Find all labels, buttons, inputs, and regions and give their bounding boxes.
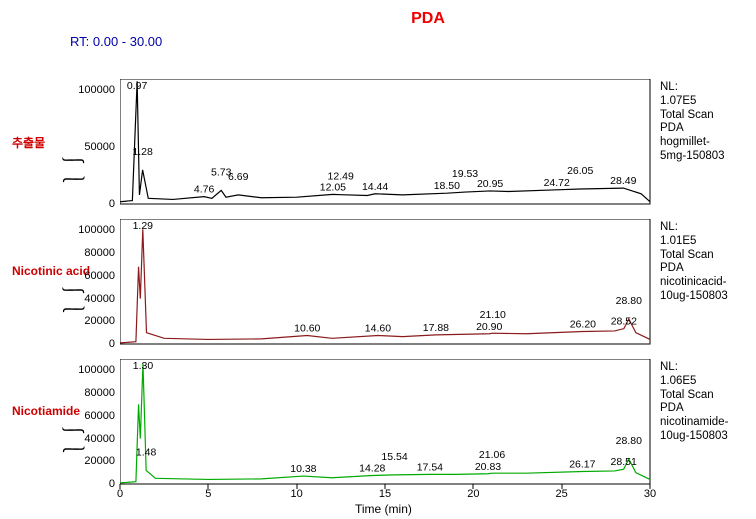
y-tick: 50000 — [65, 141, 115, 153]
svg-text:17.54: 17.54 — [417, 461, 443, 473]
svg-text:28.80: 28.80 — [616, 435, 642, 447]
svg-text:18.50: 18.50 — [434, 180, 460, 192]
y-tick: 100000 — [65, 364, 115, 376]
svg-text:28.51: 28.51 — [611, 456, 637, 468]
svg-text:14.60: 14.60 — [365, 322, 391, 334]
svg-text:24.72: 24.72 — [544, 177, 570, 189]
panel-info-2: NL:1.06E5Total ScanPDAnicotinamide-10ug-… — [660, 361, 746, 444]
y-axis-brace-0: ⎰⎱ — [56, 149, 88, 187]
y-tick: 80000 — [65, 387, 115, 399]
svg-text:21.10: 21.10 — [480, 309, 506, 321]
y-tick: 0 — [65, 198, 115, 210]
svg-text:1.48: 1.48 — [136, 446, 157, 458]
y-tick: 20000 — [65, 315, 115, 327]
svg-text:1.28: 1.28 — [132, 146, 153, 158]
page-title: PDA — [411, 10, 445, 27]
x-axis-label: Time (min) — [355, 502, 412, 516]
y-tick: 0 — [65, 338, 115, 350]
svg-text:14.28: 14.28 — [359, 462, 385, 474]
panel-svg-0: 0.971.284.765.736.6912.0512.4914.4418.50… — [120, 79, 652, 206]
svg-text:26.05: 26.05 — [567, 165, 593, 177]
chromatogram-plots: 추출물 ⎰⎱ NL:1.07E5Total ScanPDAhogmillet-5mg… — [10, 49, 746, 509]
svg-text:17.88: 17.88 — [423, 322, 449, 334]
panel-info-0: NL:1.07E5Total ScanPDAhogmillet-5mg-1508… — [660, 81, 746, 164]
y-tick: 40000 — [65, 293, 115, 305]
svg-text:20.90: 20.90 — [476, 321, 502, 333]
panel-svg-1: 1.29 10.60 14.60 17.88 20.9021.10 26.20 28.52 2… — [120, 219, 652, 346]
svg-text:4.76: 4.76 — [194, 184, 215, 196]
svg-text:0.97: 0.97 — [127, 80, 148, 92]
svg-text:1.29: 1.29 — [133, 220, 154, 232]
svg-text:10.38: 10.38 — [290, 463, 316, 475]
y-tick: 100000 — [65, 224, 115, 236]
y-tick: 40000 — [65, 433, 115, 445]
svg-text:12.05: 12.05 — [320, 181, 346, 193]
svg-text:10.60: 10.60 — [294, 322, 320, 334]
svg-text:28.80: 28.80 — [616, 295, 642, 307]
svg-text:12.49: 12.49 — [328, 171, 354, 183]
svg-text:28.52: 28.52 — [611, 316, 637, 328]
svg-text:6.69: 6.69 — [228, 171, 249, 183]
svg-text:20.95: 20.95 — [477, 178, 503, 190]
svg-text:26.20: 26.20 — [570, 319, 596, 331]
y-tick: 60000 — [65, 410, 115, 422]
svg-text:15.54: 15.54 — [381, 451, 407, 463]
svg-text:28.49: 28.49 — [610, 175, 636, 187]
svg-text:20.83: 20.83 — [475, 461, 501, 473]
y-tick: 60000 — [65, 270, 115, 282]
svg-text:26.17: 26.17 — [569, 459, 595, 471]
svg-text:1.30: 1.30 — [133, 360, 154, 372]
rt-range: RT: 0.00 - 30.00 — [70, 34, 746, 49]
svg-text:14.44: 14.44 — [362, 181, 388, 193]
y-tick: 100000 — [65, 84, 115, 96]
svg-text:19.53: 19.53 — [452, 168, 478, 180]
panel-info-1: NL:1.01E5Total ScanPDAnicotinicacid-10ug… — [660, 221, 746, 304]
svg-text:21.06: 21.06 — [479, 449, 505, 461]
y-tick: 80000 — [65, 247, 115, 259]
y-tick: 20000 — [65, 455, 115, 467]
panel-label-0: 추출물 — [12, 134, 45, 151]
panel-svg-2: 1.30 1.48 10.38 14.2815.54 17.54 20.8321.06 26… — [120, 359, 652, 486]
